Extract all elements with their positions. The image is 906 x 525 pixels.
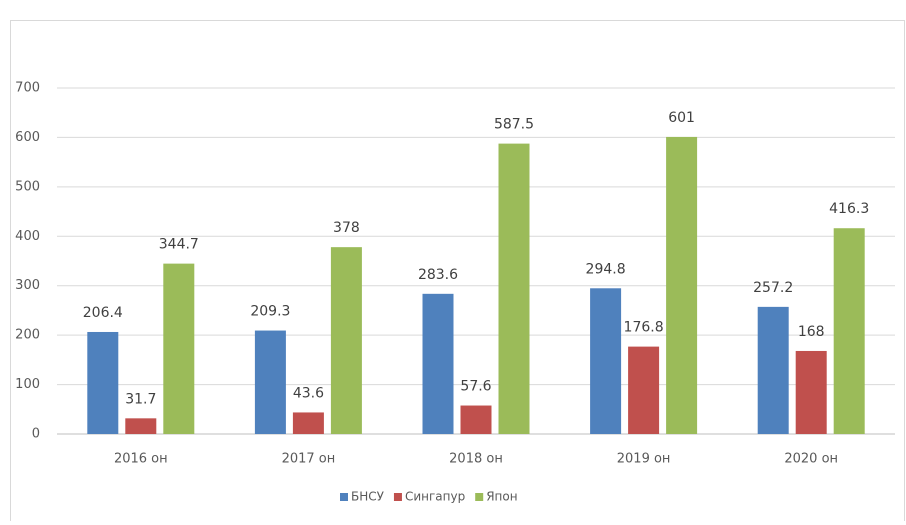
y-tick-label: 600 [15,130,40,145]
data-label: 43.6 [293,385,324,401]
x-tick-label: 2020 он [784,452,838,467]
legend-label: БНСУ [351,490,385,504]
data-label: 206.4 [83,305,123,321]
data-label: 601 [668,110,695,126]
bar [666,136,698,435]
data-label: 294.8 [586,261,626,277]
data-label: 168 [798,324,825,340]
bar [163,263,195,434]
y-tick-label: 700 [15,81,40,96]
legend-label: Сингапур [405,490,465,504]
bar [254,330,286,434]
legend-swatch [475,493,484,501]
data-label: 176.8 [624,320,664,336]
x-tick-label: 2019 он [617,452,671,467]
bar [87,331,119,434]
bar [292,412,324,434]
bar [757,306,789,434]
legend-label: Япон [486,490,517,504]
data-label: 344.7 [159,237,199,253]
x-tick-label: 2017 он [282,452,336,467]
data-label: 31.7 [125,391,156,407]
x-tick-label: 2016 он [114,452,168,467]
bar [498,143,530,434]
y-tick-label: 300 [15,278,40,293]
data-label: 283.6 [418,267,458,283]
bar [125,418,157,434]
data-label: 416.3 [829,201,869,217]
y-tick-label: 500 [15,179,40,194]
bar [590,288,622,434]
y-tick-label: 200 [15,328,40,343]
bar [833,228,865,434]
y-tick-label: 100 [15,377,40,392]
y-tick-label: 0 [32,427,40,442]
bar [330,247,362,434]
legend-swatch [393,493,402,501]
bar [422,293,454,434]
bar [795,350,827,434]
x-tick-label: 2018 он [449,452,503,467]
data-label: 378 [333,220,360,236]
chart-frame [10,20,905,525]
legend-swatch [340,493,348,501]
bar [628,346,660,434]
data-label: 587.5 [494,117,534,133]
data-label: 209.3 [250,304,290,320]
data-label: 57.6 [460,379,491,395]
y-tick-label: 400 [15,229,40,244]
bar [460,405,492,434]
data-label: 257.2 [753,280,793,296]
